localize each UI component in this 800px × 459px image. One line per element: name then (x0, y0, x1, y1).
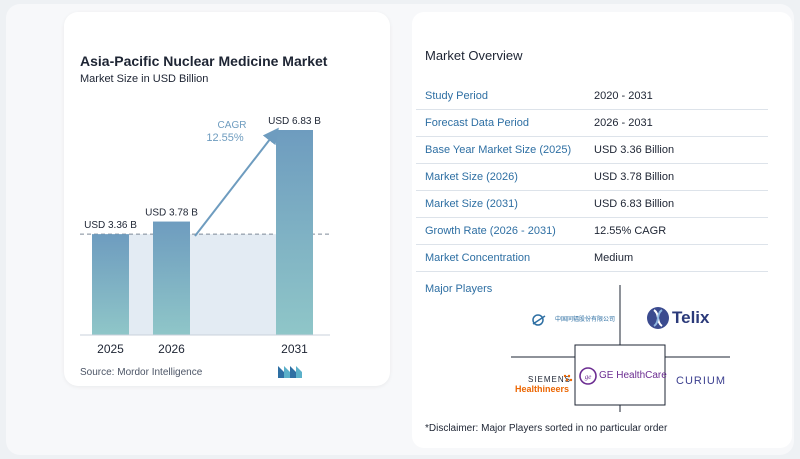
x-tick-label-2025: 2025 (97, 342, 124, 356)
cagr-arrow (194, 127, 279, 237)
disclaimer: *Disclaimer: Major Players sorted in no … (425, 423, 668, 434)
overview-row: Study Period 2020 - 2031 (416, 84, 768, 110)
overview-title: Market Overview (425, 48, 523, 63)
player-ge-healthcare: GE HealthCare (599, 370, 667, 381)
x-tick-label-2031: 2031 (281, 342, 308, 356)
siemens-dots-icon (563, 374, 573, 382)
overview-key: Market Size (2026) (425, 171, 518, 183)
bar-2026 (153, 221, 190, 335)
overview-value: 2026 - 2031 (594, 117, 653, 129)
overview-row: Base Year Market Size (2025) USD 3.36 Bi… (416, 138, 768, 164)
cagr-value: 12.55% (206, 132, 244, 144)
overview-key: Forecast Data Period (425, 117, 529, 129)
bar-2025 (92, 234, 129, 335)
overview-row: Market Concentration Medium (416, 246, 768, 272)
overview-key: Market Size (2031) (425, 198, 518, 210)
telix-logo-icon (647, 307, 669, 329)
overview-row: Market Size (2026) USD 3.78 Billion (416, 165, 768, 191)
overview-key: Market Concentration (425, 252, 531, 264)
data-label-2026: USD 3.78 B (145, 208, 198, 219)
overview-value: Medium (594, 252, 634, 264)
overview-key: Study Period (425, 90, 488, 102)
bar-chart: USD 3.36 B 2025 USD 3.78 B 2026 USD 6.83 B 20… (80, 116, 330, 356)
x-tick-label-2026: 2026 (158, 342, 185, 356)
overview-row: Forecast Data Period 2026 - 2031 (416, 111, 768, 137)
player-curium: CURIUM (676, 375, 726, 387)
source-note: Source: Mordor Intelligence (80, 367, 203, 378)
overview-value: USD 3.78 Billion (594, 171, 675, 183)
cnnc-logo-icon (532, 314, 546, 326)
overview-key: Growth Rate (2026 - 2031) (425, 225, 556, 237)
svg-text:ge: ge (585, 373, 592, 381)
data-label-2025: USD 3.36 B (84, 220, 137, 231)
major-players-title: Major Players (425, 283, 493, 295)
overview-row: Market Size (2031) USD 6.83 Billion (416, 192, 768, 218)
overview-row: Growth Rate (2026 - 2031) 12.55% CAGR (416, 219, 768, 245)
player-china-isotope: 中国同辐股份有限公司 (555, 317, 616, 323)
ge-monogram-icon: ge (579, 367, 597, 385)
mordor-logo-icon (278, 366, 302, 378)
bar-2031 (276, 130, 313, 335)
player-siemens-line1: SIEMENS (528, 375, 572, 384)
overview-value: 2020 - 2031 (594, 90, 653, 102)
cagr-label: CAGR (218, 120, 247, 131)
chart-subtitle: Market Size in USD Billion (80, 73, 209, 85)
player-siemens-line2: Healthineers (515, 384, 570, 394)
overview-value: USD 3.36 Billion (594, 144, 675, 156)
chart-title: Asia-Pacific Nuclear Medicine Market (80, 53, 328, 69)
overview-value: USD 6.83 Billion (594, 198, 675, 210)
overview-value: 12.55% CAGR (594, 225, 667, 237)
data-label-2031: USD 6.83 B (268, 116, 321, 127)
overview-key: Base Year Market Size (2025) (425, 144, 572, 156)
player-telix: Telix (672, 308, 710, 327)
